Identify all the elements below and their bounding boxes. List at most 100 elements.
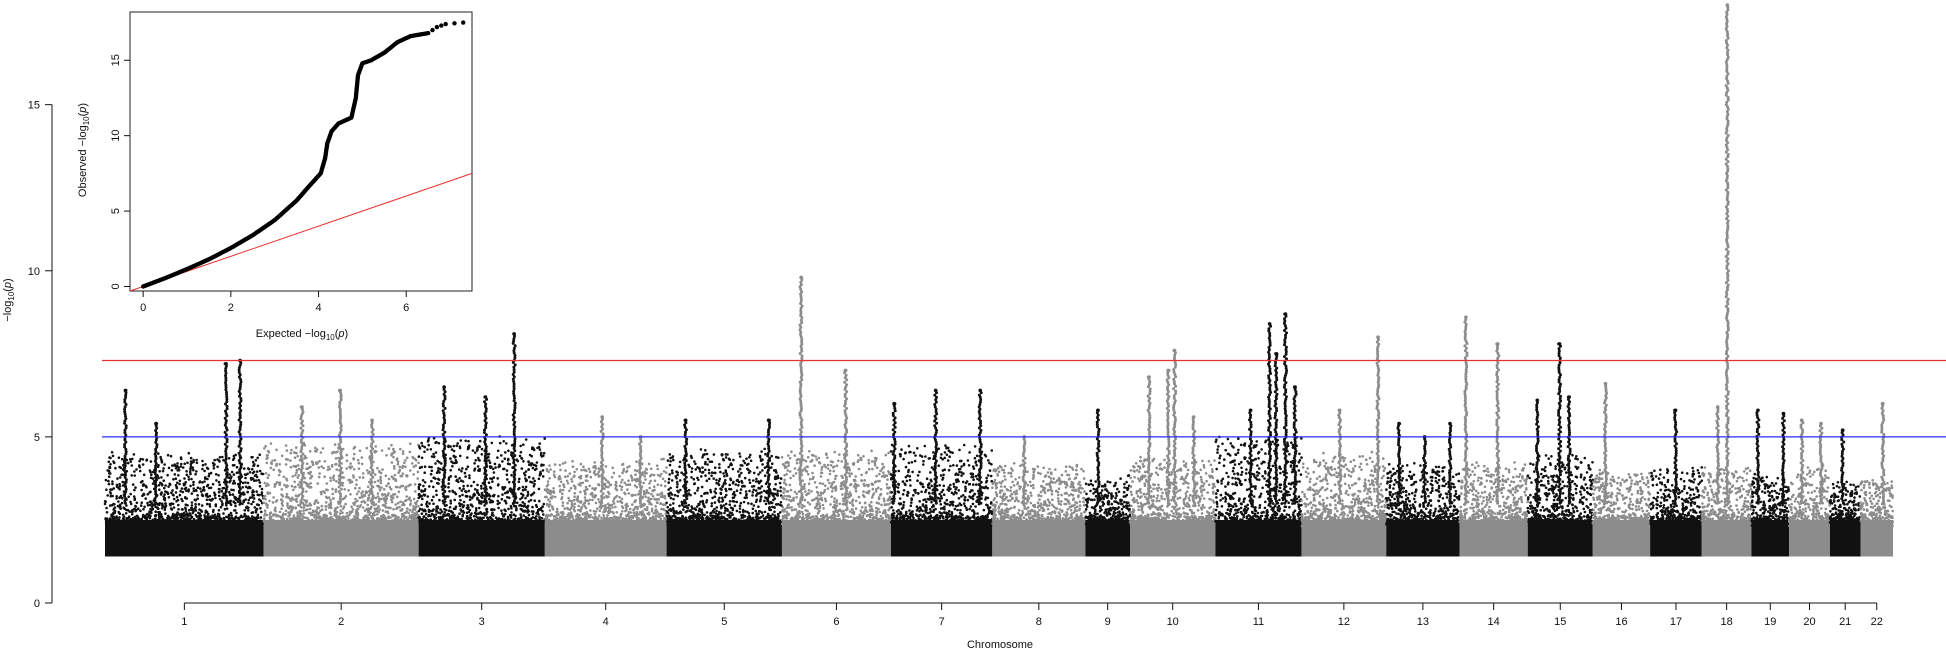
snp-point [298,513,302,517]
snp-point [696,489,699,492]
snp-point [202,485,206,489]
snp-point [711,496,714,500]
snp-point [288,513,292,516]
snp-point [356,499,359,503]
snp-point [230,488,233,492]
snp-point [743,476,747,480]
snp-point [508,513,512,517]
snp-point [528,453,532,457]
snp-point [133,515,137,519]
snp-point [491,500,495,504]
snp-point [449,499,453,503]
snp-point [656,493,659,497]
snp-point [117,456,121,460]
snp-point [579,484,582,487]
snp-point [452,444,456,448]
snp-point [614,505,617,509]
snp-point [521,485,525,489]
snp-point [310,513,313,517]
snp-point [320,508,324,512]
snp-point [129,502,133,506]
snp-point [143,520,146,524]
snp-point [140,523,144,526]
peak-snp-point [513,363,517,367]
peak-top-point [512,332,516,336]
snp-point [555,521,559,524]
snp-point [480,453,484,456]
peak-snp-point [300,466,304,470]
snp-point [133,488,136,492]
peak-snp-point [154,433,158,437]
snp-point [487,481,491,485]
snp-point [432,476,436,480]
snp-point [194,502,197,506]
snp-point [263,524,266,528]
snp-point [573,505,576,509]
snp-point [183,515,186,518]
snp-point [194,509,198,512]
snp-point [745,492,748,496]
snp-point [400,484,403,488]
snp-point [686,506,690,510]
snp-point [461,509,465,513]
snp-point [163,486,166,490]
snp-point [701,466,704,469]
snp-point [384,510,388,513]
snp-point [473,488,477,491]
snp-point [575,518,579,522]
snp-point [280,507,283,511]
snp-point [233,496,237,500]
snp-point [142,473,146,477]
snp-point [150,473,153,477]
peak-snp-point [238,478,242,481]
peak-snp-point [239,492,243,496]
snp-point [422,484,425,488]
snp-point [509,504,513,508]
snp-point [479,502,483,505]
snp-point [461,480,465,483]
snp-point [318,472,321,475]
snp-point [345,511,349,515]
snp-point [148,510,151,513]
snp-point [214,496,217,500]
snp-point [423,481,427,484]
peak-snp-point [124,424,128,428]
snp-point [628,465,631,468]
peak-snp-point [239,423,243,427]
snp-point [211,510,215,514]
snp-point [445,504,448,507]
snp-point [711,514,714,518]
snp-point [751,491,755,494]
snp-point [669,460,672,463]
snp-point [213,523,217,526]
peak-snp-point [301,473,305,477]
snp-point [748,455,751,459]
snp-point [131,521,135,524]
snp-point [408,450,412,454]
snp-point [265,457,269,461]
snp-point [269,511,272,515]
peak-snp-point [299,480,303,484]
snp-point [611,510,614,514]
snp-point [603,524,606,527]
snp-point [160,476,163,479]
snp-point [328,511,332,514]
snp-point [107,472,111,475]
snp-point [133,507,136,511]
snp-point [190,477,193,481]
snp-point [539,508,543,511]
snp-point [612,502,616,505]
snp-point [631,503,634,506]
snp-point [534,464,538,468]
snp-point [306,523,310,526]
snp-point [196,524,199,527]
snp-point [649,467,653,471]
snp-point [161,469,165,473]
peak-snp-point [154,469,158,472]
snp-point [316,501,320,505]
snp-point [627,492,631,495]
snp-point [264,472,268,475]
snp-point [176,518,179,522]
peak-snp-point [155,445,159,449]
snp-point [383,515,386,519]
